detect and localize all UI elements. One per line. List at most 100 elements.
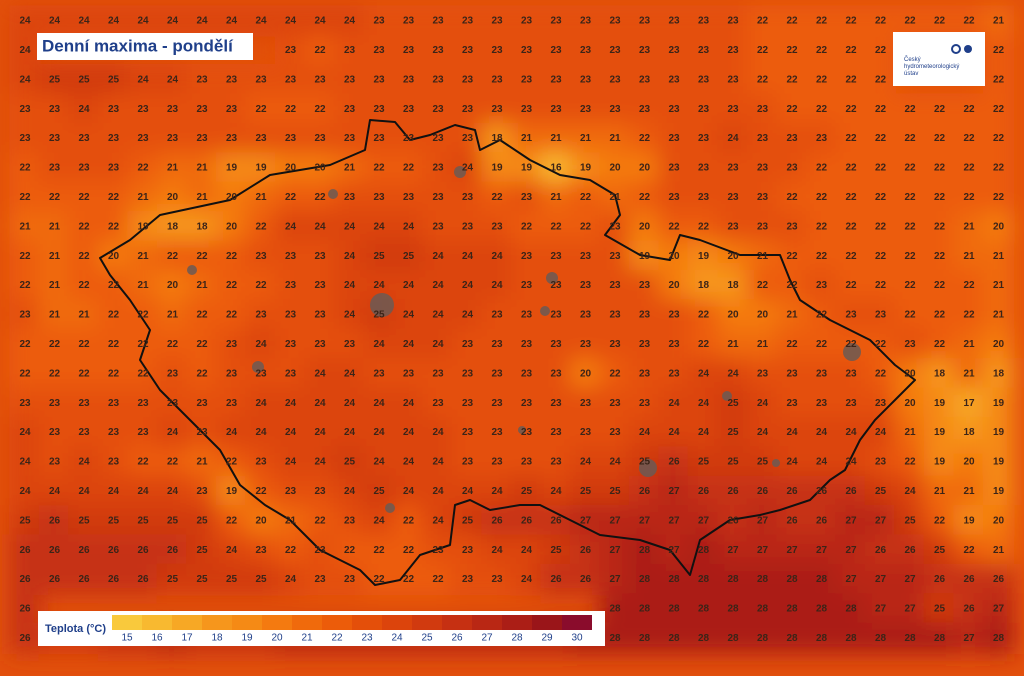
- value-label: 23: [668, 339, 680, 350]
- value-label: 23: [255, 74, 267, 85]
- heat-cell: [864, 358, 897, 390]
- heat-cell: [510, 211, 543, 243]
- value-label: 22: [521, 221, 533, 232]
- heat-cell: [274, 387, 307, 419]
- value-label: 23: [639, 368, 651, 379]
- value-label: 24: [757, 398, 769, 409]
- value-label: 24: [875, 427, 887, 438]
- value-label: 22: [108, 339, 120, 350]
- value-label: 22: [226, 280, 238, 291]
- value-label: 22: [196, 339, 208, 350]
- heat-cell: [658, 622, 690, 655]
- heat-cell: [687, 328, 720, 361]
- heat-cell: [805, 152, 838, 184]
- value-label: 18: [167, 221, 179, 232]
- value-label: 21: [963, 339, 975, 350]
- heat-cell: [186, 505, 218, 537]
- heat-cell: [274, 563, 307, 596]
- heat-cell: [186, 534, 218, 566]
- heat-cell: [156, 299, 189, 331]
- heat-cell: [333, 328, 366, 361]
- value-label: 23: [403, 45, 415, 56]
- heat-cell: [127, 328, 159, 361]
- value-label: 26: [550, 574, 562, 585]
- heat-cell: [923, 211, 956, 243]
- value-label: 26: [993, 574, 1005, 585]
- heat-cell: [363, 211, 395, 243]
- heat-cell: [628, 64, 661, 96]
- value-label: 23: [108, 104, 120, 115]
- value-label: 23: [432, 16, 444, 27]
- value-label: 25: [550, 545, 562, 556]
- heat-cell: [186, 211, 218, 243]
- value-label: 27: [698, 515, 710, 526]
- heat-cell: [245, 211, 277, 243]
- value-label: 23: [196, 398, 208, 409]
- heat-cell: [97, 358, 130, 390]
- value-label: 22: [698, 310, 710, 321]
- value-label: 25: [698, 457, 710, 468]
- value-label: 23: [580, 310, 592, 321]
- heat-cell: [953, 534, 985, 566]
- heat-cell: [127, 563, 159, 596]
- value-label: 22: [196, 251, 208, 262]
- heat-cell: [38, 240, 71, 272]
- value-label: 26: [816, 486, 828, 497]
- value-label: 21: [934, 486, 946, 497]
- legend-value: 30: [571, 633, 583, 644]
- heat-cell: [894, 387, 926, 419]
- value-label: 23: [550, 368, 562, 379]
- value-label: 24: [78, 457, 90, 468]
- heat-cell: [923, 299, 956, 331]
- value-label: 20: [993, 221, 1005, 232]
- heat-cell: [481, 534, 513, 566]
- value-label: 23: [344, 192, 356, 203]
- heat-cell: [9, 299, 41, 331]
- city: [518, 426, 526, 434]
- city: [370, 293, 394, 317]
- heat-cell: [599, 122, 631, 155]
- value-label: 23: [609, 104, 621, 115]
- value-label: 22: [78, 221, 90, 232]
- value-label: 23: [786, 163, 798, 174]
- heat-cell: [599, 534, 631, 566]
- value-label: 23: [462, 74, 474, 85]
- legend-value: 18: [211, 633, 223, 644]
- value-label: 22: [963, 163, 975, 174]
- value-label: 28: [757, 633, 769, 644]
- heat-cell: [333, 181, 366, 214]
- heat-cell: [510, 358, 543, 390]
- heat-cell: [658, 122, 690, 155]
- value-label: 22: [904, 310, 916, 321]
- value-label: 24: [432, 280, 444, 291]
- heat-cell: [628, 152, 661, 184]
- heat-cell: [540, 181, 572, 214]
- heat-cell: [422, 416, 454, 449]
- value-label: 22: [550, 221, 562, 232]
- value-label: 23: [49, 133, 61, 144]
- heat-cell: [835, 387, 867, 419]
- heat-cell: [156, 5, 189, 37]
- heat-cell: [894, 122, 926, 155]
- value-label: 25: [403, 251, 415, 262]
- heat-cell: [510, 446, 543, 478]
- heat-cell: [717, 34, 749, 67]
- heat-cell: [894, 269, 926, 302]
- heat-cell: [510, 93, 543, 125]
- value-label: 23: [403, 368, 415, 379]
- heat-cell: [156, 240, 189, 272]
- value-label: 25: [167, 574, 179, 585]
- value-label: 27: [609, 515, 621, 526]
- value-label: 24: [757, 427, 769, 438]
- heat-cell: [540, 93, 572, 125]
- heat-cell: [215, 152, 248, 184]
- value-label: 22: [786, 104, 798, 115]
- heat-cell: [422, 5, 454, 37]
- heat-cell: [540, 534, 572, 566]
- heat-cell: [38, 534, 71, 566]
- heat-cell: [215, 387, 248, 419]
- heat-cell: [953, 328, 985, 361]
- value-label: 23: [668, 104, 680, 115]
- value-label: 19: [226, 163, 238, 174]
- heat-cell: [953, 152, 985, 184]
